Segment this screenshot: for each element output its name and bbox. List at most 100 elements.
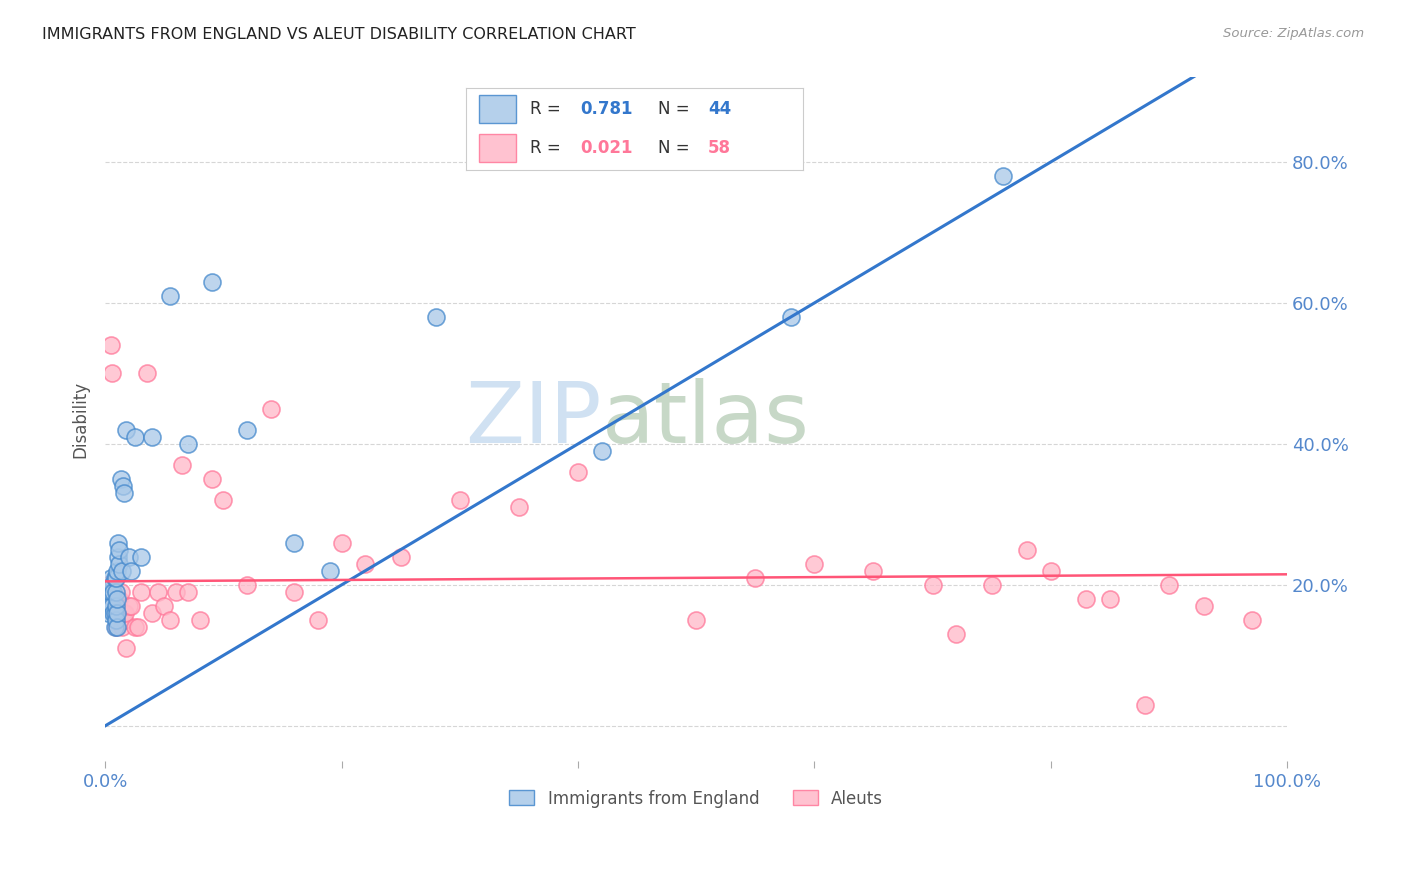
Text: Source: ZipAtlas.com: Source: ZipAtlas.com <box>1223 27 1364 40</box>
Point <box>177 437 200 451</box>
Point <box>105 620 128 634</box>
Point <box>104 613 127 627</box>
Point <box>177 585 200 599</box>
Point <box>104 620 127 634</box>
Point <box>283 585 305 599</box>
Point <box>105 606 128 620</box>
Point <box>100 571 122 585</box>
Point <box>98 599 121 613</box>
Text: atlas: atlas <box>602 377 810 461</box>
Point <box>124 430 146 444</box>
Point <box>1157 578 1180 592</box>
Point <box>114 606 136 620</box>
Point <box>567 465 589 479</box>
Point <box>141 430 163 444</box>
Point <box>110 585 132 599</box>
Point <box>1015 542 1038 557</box>
Point <box>103 606 125 620</box>
Point <box>120 599 142 613</box>
Point <box>744 571 766 585</box>
Point <box>104 620 127 634</box>
Text: ZIP: ZIP <box>465 377 602 461</box>
Text: IMMIGRANTS FROM ENGLAND VS ALEUT DISABILITY CORRELATION CHART: IMMIGRANTS FROM ENGLAND VS ALEUT DISABIL… <box>42 27 636 42</box>
Point <box>108 557 131 571</box>
Point <box>104 571 127 585</box>
Point <box>107 549 129 564</box>
Y-axis label: Disability: Disability <box>72 381 89 458</box>
Point <box>1039 564 1062 578</box>
Point <box>97 592 120 607</box>
Point <box>159 613 181 627</box>
Point <box>111 620 134 634</box>
Point <box>129 549 152 564</box>
Point <box>685 613 707 627</box>
Point <box>188 613 211 627</box>
Point <box>1240 613 1263 627</box>
Point <box>100 338 122 352</box>
Point <box>141 606 163 620</box>
Point <box>105 592 128 607</box>
Point <box>591 444 613 458</box>
Point <box>127 620 149 634</box>
Point <box>159 289 181 303</box>
Point <box>980 578 1002 592</box>
Point <box>105 564 128 578</box>
Point <box>283 535 305 549</box>
Point <box>111 564 134 578</box>
Point <box>993 169 1015 183</box>
Point <box>1135 698 1157 712</box>
Point <box>111 606 134 620</box>
Point <box>862 564 884 578</box>
Point <box>110 472 132 486</box>
Point <box>105 599 128 613</box>
Point <box>98 592 121 607</box>
Point <box>104 585 127 599</box>
Point <box>118 549 141 564</box>
Point <box>354 557 377 571</box>
Point <box>120 564 142 578</box>
Point <box>200 472 222 486</box>
Point <box>104 606 127 620</box>
Point <box>260 401 283 416</box>
Point <box>1194 599 1216 613</box>
Point <box>307 613 329 627</box>
Point <box>101 367 124 381</box>
Point <box>97 606 120 620</box>
Point <box>104 571 127 585</box>
Point <box>97 599 120 613</box>
Point <box>236 578 259 592</box>
Point <box>945 627 967 641</box>
Point <box>153 599 176 613</box>
Point <box>100 585 122 599</box>
Point <box>115 641 138 656</box>
Point <box>104 606 127 620</box>
Point <box>165 585 187 599</box>
Point <box>170 458 193 472</box>
Point <box>389 549 412 564</box>
Legend: Immigrants from England, Aleuts: Immigrants from England, Aleuts <box>503 783 890 814</box>
Point <box>118 599 141 613</box>
Point <box>103 585 125 599</box>
Point <box>112 613 135 627</box>
Point <box>107 592 129 607</box>
Point <box>236 423 259 437</box>
Point <box>103 599 125 613</box>
Point <box>200 275 222 289</box>
Point <box>101 578 124 592</box>
Point <box>779 310 801 324</box>
Point <box>508 500 530 515</box>
Point <box>319 564 342 578</box>
Point <box>1076 592 1098 607</box>
Point <box>97 578 120 592</box>
Point <box>921 578 943 592</box>
Point <box>111 479 134 493</box>
Point <box>135 367 157 381</box>
Point <box>104 599 127 613</box>
Point <box>115 423 138 437</box>
Point <box>107 535 129 549</box>
Point <box>148 585 170 599</box>
Point <box>101 599 124 613</box>
Point <box>124 620 146 634</box>
Point <box>108 592 131 607</box>
Point <box>108 542 131 557</box>
